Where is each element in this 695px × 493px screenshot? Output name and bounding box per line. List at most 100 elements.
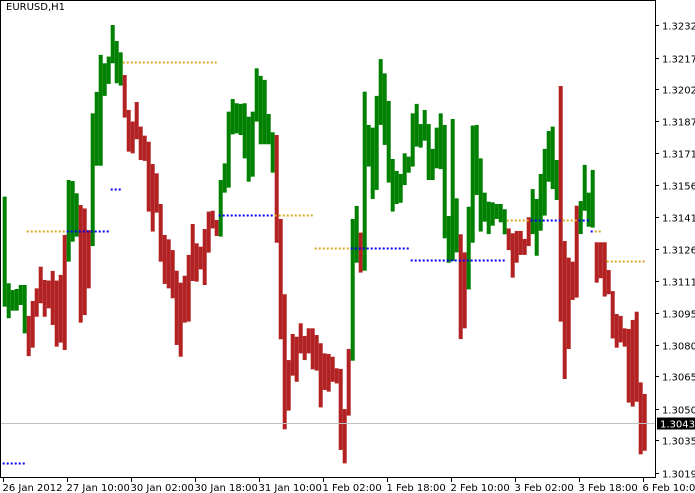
bar-down bbox=[42, 279, 47, 317]
bar-down bbox=[46, 280, 51, 309]
bar-down bbox=[318, 343, 323, 408]
price-tick-label: 1.30500 bbox=[662, 406, 695, 417]
bar-up bbox=[238, 103, 243, 136]
bar-up bbox=[242, 103, 247, 159]
bar-down bbox=[594, 242, 599, 283]
bar-down bbox=[522, 238, 527, 255]
bar-down bbox=[286, 360, 291, 411]
bar-up bbox=[218, 180, 223, 237]
bar-up bbox=[450, 119, 455, 262]
price-tick-label: 1.30955 bbox=[662, 310, 695, 321]
bar-down bbox=[334, 368, 339, 384]
bar-down bbox=[310, 328, 315, 370]
bar-down bbox=[346, 348, 351, 416]
bar-up bbox=[250, 111, 255, 177]
bar-down bbox=[326, 353, 331, 392]
bar-down bbox=[630, 319, 635, 407]
time-tick-label: 3 Feb 18:00 bbox=[579, 483, 638, 493]
bar-up bbox=[498, 204, 503, 223]
bar-up bbox=[22, 284, 27, 334]
bar-up bbox=[254, 68, 259, 122]
bar-up bbox=[374, 95, 379, 190]
bar-down bbox=[610, 291, 615, 339]
chart-title: EURUSD,H1 bbox=[6, 2, 66, 13]
bar-up bbox=[386, 100, 391, 183]
bar-up bbox=[262, 79, 267, 145]
price-tick-label: 1.30195 bbox=[662, 470, 695, 481]
bar-up bbox=[90, 113, 95, 247]
bar-down bbox=[278, 218, 283, 340]
bar-down bbox=[134, 101, 139, 140]
bar-down bbox=[562, 241, 567, 380]
bar-up bbox=[550, 126, 555, 190]
bar-up bbox=[590, 169, 595, 228]
bar-down bbox=[174, 270, 179, 345]
bars-layer bbox=[2, 25, 647, 464]
bar-up bbox=[442, 124, 447, 239]
bar-down bbox=[526, 217, 531, 247]
bar-up bbox=[114, 40, 119, 84]
bar-up bbox=[18, 284, 23, 305]
bar-down bbox=[158, 204, 163, 262]
bar-up bbox=[446, 215, 451, 263]
bar-down bbox=[618, 315, 623, 343]
bar-down bbox=[138, 126, 143, 161]
bar-down bbox=[26, 315, 31, 357]
bar-up bbox=[366, 124, 371, 167]
bar-down bbox=[570, 261, 575, 300]
price-tick-label: 1.31715 bbox=[662, 150, 695, 161]
price-tick-label: 1.31870 bbox=[662, 118, 695, 129]
bar-down bbox=[574, 205, 579, 298]
bar-up bbox=[414, 103, 419, 147]
bar-up bbox=[534, 198, 539, 256]
bar-down bbox=[38, 266, 43, 304]
bar-down bbox=[638, 382, 643, 455]
bar-up bbox=[226, 111, 231, 188]
bar-down bbox=[154, 173, 159, 213]
bar-down bbox=[198, 246, 203, 270]
time-axis[interactable]: 26 Jan 2012 27 Jan 10:00 30 Jan 02:00 30 Ja… bbox=[3, 478, 695, 493]
bar-up bbox=[538, 173, 543, 231]
price-tick-label: 1.32170 bbox=[662, 55, 695, 66]
bar-up bbox=[478, 158, 483, 232]
bar-up bbox=[494, 204, 499, 219]
bar-down bbox=[622, 328, 627, 347]
bar-up bbox=[422, 109, 427, 141]
bar-down bbox=[182, 275, 187, 323]
bar-down bbox=[598, 242, 603, 279]
bar-down bbox=[206, 211, 211, 253]
bar-up bbox=[118, 52, 123, 86]
bar-down bbox=[274, 135, 279, 243]
price-tick-label: 1.31565 bbox=[662, 182, 695, 193]
price-tick-label: 1.32325 bbox=[662, 22, 695, 33]
bar-down bbox=[510, 233, 515, 278]
bar-up bbox=[246, 116, 251, 182]
bar-down bbox=[54, 280, 59, 347]
time-tick-label: 31 Jan 10:00 bbox=[259, 483, 322, 493]
bar-up bbox=[270, 132, 275, 173]
bar-up bbox=[410, 113, 415, 167]
bar-down bbox=[462, 252, 467, 329]
price-tick-label: 1.31410 bbox=[662, 214, 695, 225]
bar-down bbox=[62, 234, 67, 350]
price-axis[interactable]: 1.32325 1.32170 1.32020 1.31870 1.31715 1.315… bbox=[655, 22, 695, 481]
bar-up bbox=[110, 25, 115, 64]
bar-down bbox=[146, 141, 151, 212]
bar-up bbox=[266, 113, 271, 145]
bar-up bbox=[582, 164, 587, 211]
bar-down bbox=[298, 323, 303, 354]
current-price-text: 1.30435 bbox=[660, 420, 695, 431]
bar-down bbox=[306, 328, 311, 354]
bar-down bbox=[314, 335, 319, 371]
bar-up bbox=[378, 59, 383, 125]
bar-up bbox=[490, 202, 495, 226]
bar-up bbox=[98, 54, 103, 166]
bar-down bbox=[342, 409, 347, 464]
bar-down bbox=[566, 257, 571, 349]
current-price-box bbox=[657, 417, 695, 430]
bar-up bbox=[418, 124, 423, 148]
bar-up bbox=[430, 148, 435, 181]
bar-down bbox=[558, 86, 563, 322]
bar-down bbox=[214, 219, 219, 236]
